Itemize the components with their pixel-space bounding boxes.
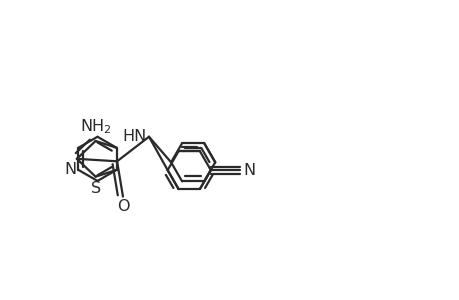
Text: NH$_2$: NH$_2$ bbox=[80, 117, 111, 136]
Text: N: N bbox=[64, 162, 76, 177]
Text: O: O bbox=[117, 199, 129, 214]
Text: S: S bbox=[90, 181, 101, 196]
Text: N: N bbox=[243, 163, 255, 178]
Text: HN: HN bbox=[123, 129, 147, 144]
